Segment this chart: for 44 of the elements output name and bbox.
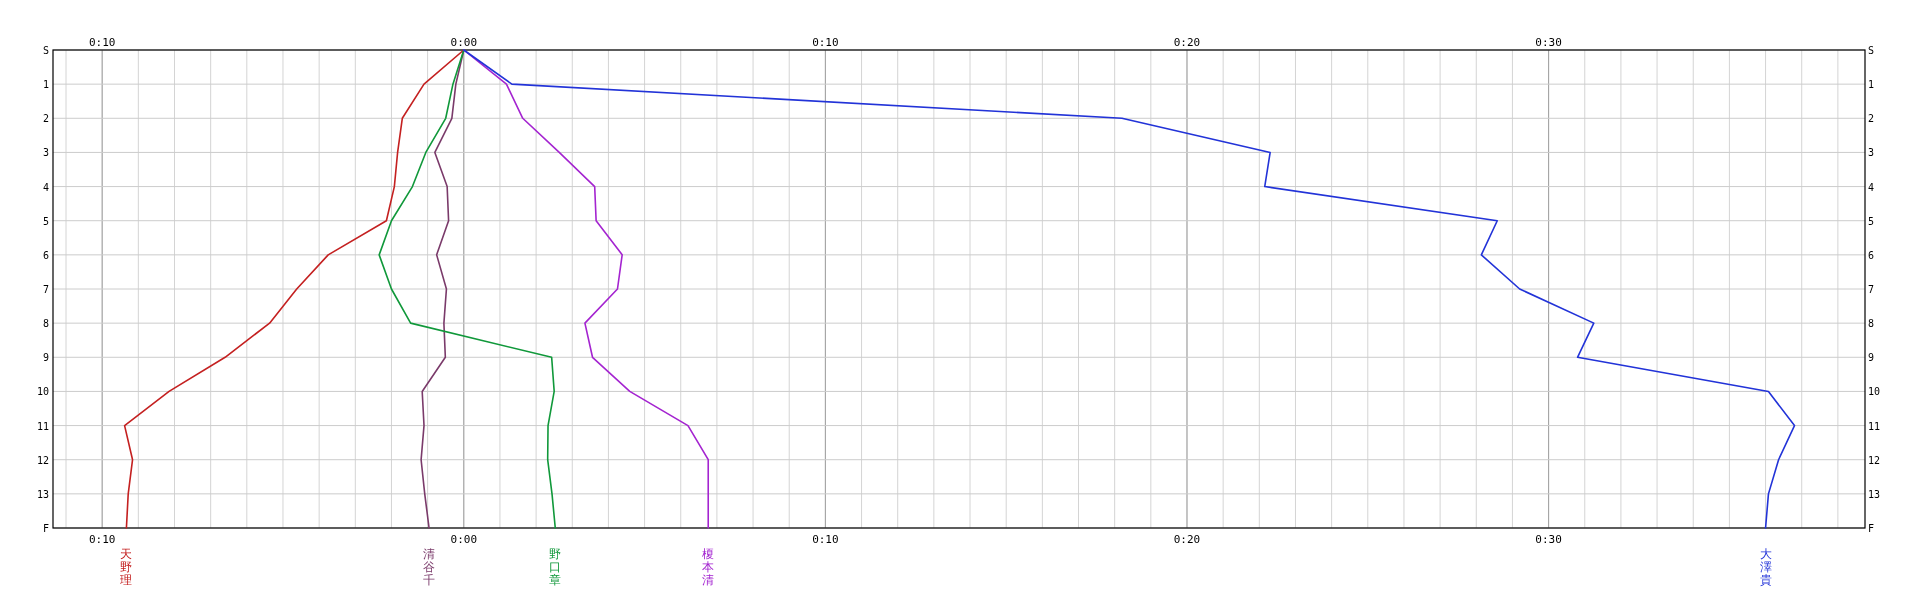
category-label: 7 [42, 284, 49, 295]
x-tick-label: 0:20 [1173, 533, 1201, 546]
category-label: 3 [42, 147, 49, 159]
y-tick-label: 12 [1868, 454, 1881, 466]
x2-tick-label: 0:10 [812, 36, 839, 49]
category-label: 12 [42, 79, 49, 125]
y-tick-label: 7 [1868, 284, 1875, 295]
series-label: 榎本清 [702, 547, 715, 587]
category-label: 10 [36, 386, 49, 398]
series-label: 野口章 [549, 547, 562, 587]
y-tick-label: 10 [1868, 386, 1881, 398]
x-tick-label: 0:00 [450, 533, 478, 546]
y-tick-label: 6 [1868, 249, 1875, 261]
category-label: 8 [42, 318, 49, 330]
y-tick-label: 3 [1868, 147, 1875, 159]
x-tick-label: 0:10 [812, 533, 839, 546]
x-tick-label: 0:10 [88, 533, 116, 546]
y-tick-label: 8 [1868, 318, 1875, 330]
x2-tick-label: 0:10 [88, 36, 116, 49]
category-label: 13 [36, 488, 49, 500]
x2-tick-label: 0:00 [450, 36, 478, 49]
x2-tick-label: 0:20 [1173, 36, 1201, 49]
y-tick-label: 13 [1868, 488, 1881, 500]
series-label: 天野理 [120, 547, 133, 587]
y-tick-label: 4 [1868, 181, 1875, 193]
y-tick-label: S [1868, 45, 1875, 56]
category-label: F [42, 523, 49, 534]
series-label: 清谷千 [423, 547, 436, 587]
y-tick-label: 2 [1868, 113, 1875, 125]
category-label: 9 [42, 352, 49, 364]
category-label: 6 [42, 249, 49, 261]
category-label: 12 [36, 454, 49, 466]
y-tick-label: F [1868, 523, 1875, 534]
y-tick-label: 9 [1868, 352, 1875, 364]
x-tick-label: 0:30 [1535, 533, 1562, 546]
y-tick-label: 1 [1868, 79, 1875, 91]
category-label: 4 [42, 181, 49, 193]
category-label: 5 [42, 215, 49, 227]
category-label: 11 [36, 420, 49, 432]
category-label: S [42, 45, 49, 56]
y-tick-label: 11 [1868, 420, 1881, 432]
series-label: 大澤貴 [1759, 547, 1772, 587]
y-tick-label: 5 [1868, 215, 1875, 227]
x2-tick-label: 0:30 [1535, 36, 1562, 49]
